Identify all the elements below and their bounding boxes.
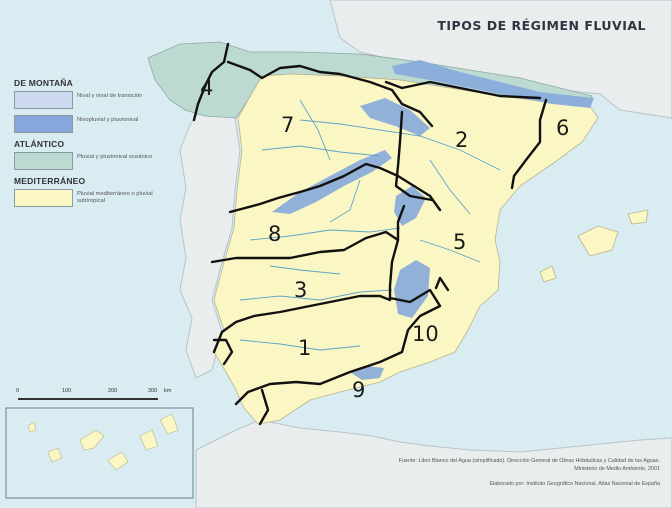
- rivers: [239, 99, 501, 351]
- balearic-mallorca: [577, 225, 619, 257]
- credit-note: Elaborado por: Instituto Geográfico Naci…: [489, 481, 660, 487]
- portugal-landmass: [179, 109, 241, 379]
- region-number-7: 7: [281, 113, 295, 137]
- legend-group-title: ATLÁNTICO: [14, 139, 65, 149]
- region-number-5: 5: [453, 230, 467, 254]
- legend-swatch: [14, 115, 73, 133]
- legend-group-title: MEDITERRÁNEO: [14, 176, 86, 186]
- scale-tick-label: 200: [108, 388, 118, 394]
- nivopluvial-iberico: [360, 98, 430, 136]
- africa-landmass: [195, 419, 672, 508]
- legend-label: Nival y nival de transición: [77, 93, 143, 99]
- legend-swatch: [14, 91, 73, 109]
- scale-tick-label: 0: [16, 388, 20, 394]
- basin-boundaries: [192, 42, 548, 426]
- source-note: Fuente: Libro Blanco del Agua (simplific…: [398, 458, 660, 472]
- balearic-menorca: [627, 209, 649, 225]
- region-number-8: 8: [268, 222, 282, 246]
- map-title: TIPOS DE RÉGIMEN FLUVIAL: [437, 18, 646, 33]
- legend-item: Pluvial mediterráneo o pluvial subtropic…: [14, 189, 184, 207]
- scale-line: [18, 398, 158, 400]
- region-number-6: 6: [556, 116, 570, 140]
- legend-item: Nivopluvial y pluvionival: [14, 115, 184, 133]
- region-number-2: 2: [455, 128, 469, 152]
- canary-islands: [5, 407, 194, 499]
- region-number-10: 10: [412, 322, 439, 346]
- legend-item: Nival y nival de transición: [14, 91, 184, 109]
- nivopluvial-segura: [394, 260, 430, 318]
- region-number-4: 4: [200, 76, 214, 100]
- scale-tick-label: 300: [148, 388, 158, 394]
- legend-label: Pluvial y pluvionival oceánico: [77, 154, 153, 160]
- nivopluvial-este: [394, 186, 426, 226]
- legend-swatch: [14, 152, 73, 170]
- legend-label: Nivopluvial y pluvionival: [77, 117, 139, 123]
- legend-swatch: [14, 189, 73, 207]
- legend-label: Pluvial mediterráneo o pluvial subtropic…: [77, 191, 153, 204]
- scale-bar: 0 100 200 300 km: [14, 388, 184, 402]
- scale-tick-label: 100: [62, 388, 72, 394]
- scale-unit-label: km: [164, 388, 172, 394]
- legend-item: Pluvial y pluvionival oceánico: [14, 152, 184, 170]
- balearic-ibiza: [539, 265, 557, 283]
- nivopluvial-pyrenees: [392, 60, 594, 108]
- region-number-1: 1: [298, 336, 312, 360]
- region-number-9: 9: [352, 378, 366, 402]
- legend: DE MONTAÑA Nival y nival de transición Niv…: [14, 78, 184, 213]
- scale-ticks: 0 100 200 300 km: [14, 388, 184, 402]
- legend-group-title: DE MONTAÑA: [14, 78, 73, 88]
- region-number-3: 3: [294, 278, 308, 302]
